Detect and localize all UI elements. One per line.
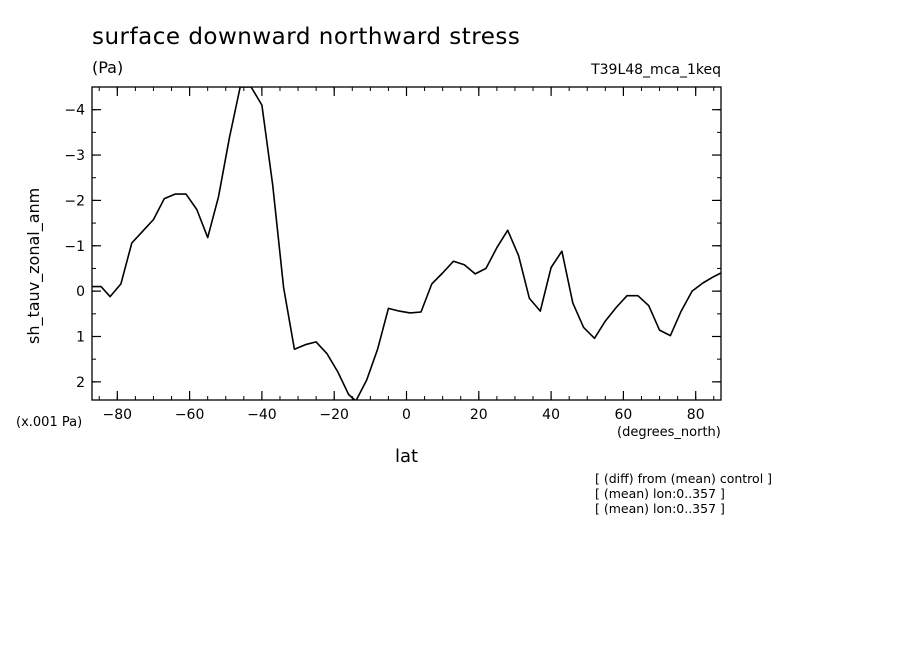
y-tick-label: −4 — [64, 103, 85, 119]
x-units-label: (degrees_north) — [617, 425, 721, 440]
y-tick-label: −2 — [64, 193, 85, 209]
y-scale-label: (x.001 Pa) — [16, 415, 83, 430]
x-tick-label: −40 — [247, 407, 277, 423]
annotation-note: [ (mean) lon:0..357 ] — [595, 501, 725, 516]
plot-frame — [91, 86, 722, 401]
x-tick-label: −60 — [175, 407, 205, 423]
y-tick-label: 2 — [76, 375, 85, 391]
annotation-note: [ (mean) lon:0..357 ] — [595, 486, 725, 501]
series-line — [92, 87, 721, 400]
x-tick-label: −20 — [319, 407, 349, 423]
x-tick-label: 20 — [470, 407, 488, 423]
units-label: (Pa) — [92, 58, 124, 77]
y-tick-label: 1 — [76, 329, 85, 345]
x-tick-label: −80 — [103, 407, 133, 423]
x-tick-label: 40 — [542, 407, 560, 423]
x-tick-label: 0 — [402, 407, 411, 423]
y-tick-label: 0 — [76, 284, 85, 300]
x-axis-label: lat — [395, 446, 419, 467]
annotation-note: [ (diff) from (mean) control ] — [595, 471, 773, 486]
y-tick-label: −1 — [64, 239, 85, 255]
y-tick-label: −3 — [64, 148, 85, 164]
annotation-notes: [ (diff) from (mean) control ] [ (mean) … — [595, 471, 772, 516]
run-id-label: T39L48_mca_1keq — [591, 62, 721, 78]
chart-title: surface downward northward stress — [92, 24, 521, 50]
x-tick-label: 60 — [614, 407, 632, 423]
x-tick-label: 80 — [687, 407, 705, 423]
